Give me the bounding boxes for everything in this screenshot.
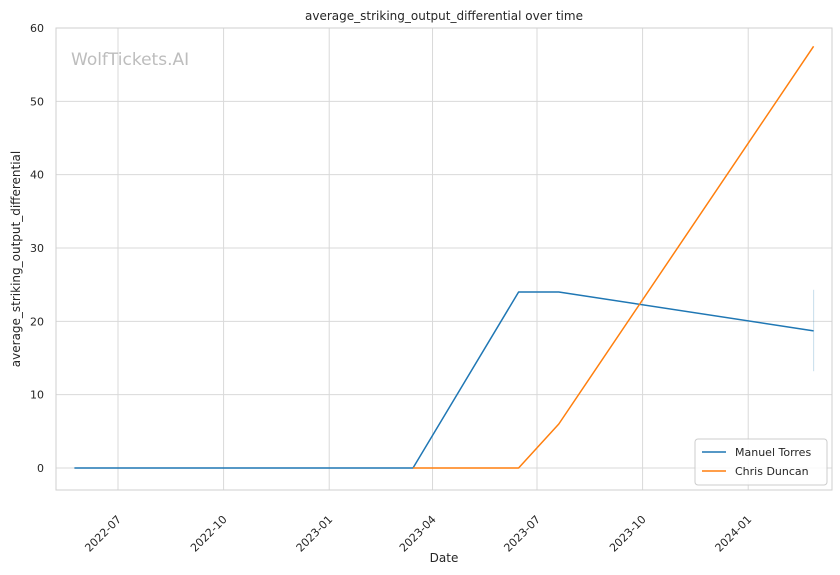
- series-line-0: [74, 291, 814, 469]
- x-axis-label: Date: [430, 551, 459, 565]
- y-tick-label: 50: [30, 95, 44, 108]
- plot-frame: [55, 27, 833, 491]
- y-axis-label: average_striking_output_differential: [9, 151, 23, 367]
- y-tick-label: 0: [37, 462, 44, 475]
- y-tick-label: 20: [30, 315, 44, 328]
- y-tick-label: 10: [30, 389, 44, 402]
- chart-title: average_striking_output_differential ove…: [305, 9, 583, 23]
- series-layer: [74, 45, 815, 469]
- legend-label: Chris Duncan: [735, 465, 809, 478]
- grid: [56, 27, 832, 490]
- legend: Manuel Torres Chris Duncan: [694, 438, 828, 486]
- y-tick-label: 30: [30, 242, 44, 255]
- y-axis: 0 10 20 30 40 50 60: [30, 22, 44, 475]
- y-tick-label: 40: [30, 169, 44, 182]
- legend-box: [694, 438, 828, 486]
- watermark: WolfTickets.AI: [71, 50, 189, 70]
- series-line-1: [413, 45, 815, 469]
- y-tick-label: 60: [30, 22, 44, 35]
- legend-label: Manuel Torres: [735, 446, 811, 459]
